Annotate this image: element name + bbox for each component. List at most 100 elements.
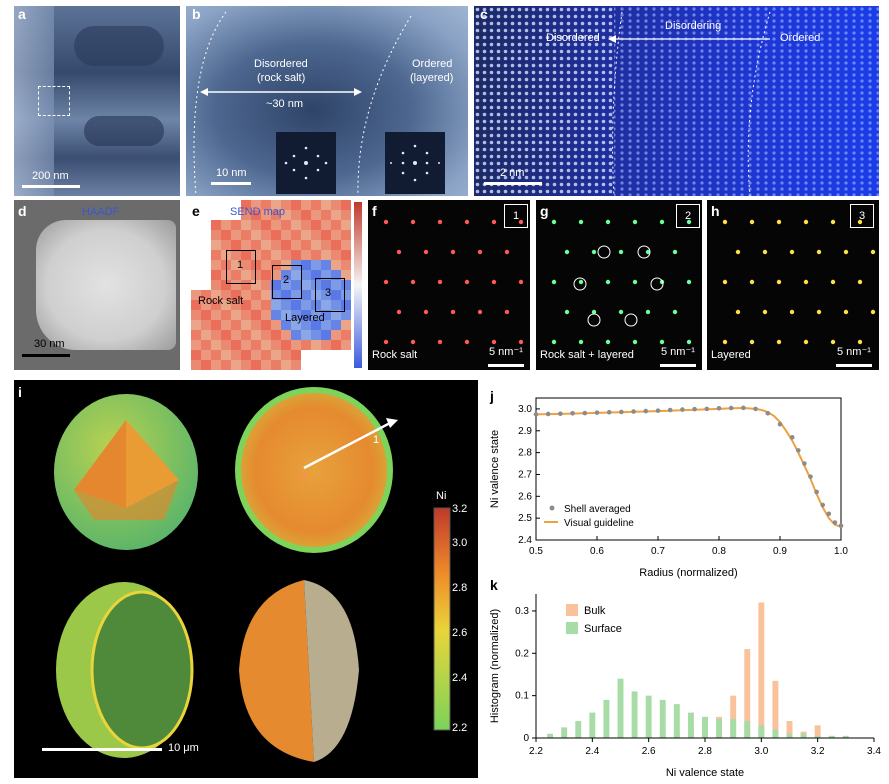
chart-j-point <box>765 410 771 416</box>
chart-j-point <box>814 489 819 495</box>
diffraction-spot <box>749 219 755 225</box>
chart-j-xtick-label: 0.5 <box>529 546 543 557</box>
send-map-cell <box>261 250 271 260</box>
highlight-ring <box>597 245 611 259</box>
diffraction-spot <box>830 219 836 225</box>
send-map-cell <box>281 230 291 240</box>
panel-d-image <box>14 200 180 370</box>
diffraction-spot <box>870 249 876 255</box>
send-map-cell <box>281 310 291 320</box>
send-map-cell <box>231 230 241 240</box>
chart-j-xtick-label: 0.9 <box>773 546 787 557</box>
send-map-cell <box>221 230 231 240</box>
send-map-grid <box>191 200 351 370</box>
highlight-ring <box>650 277 664 291</box>
send-map-cell <box>301 270 311 280</box>
send-map-cell <box>291 290 301 300</box>
send-map-cell <box>271 250 281 260</box>
diffraction-spot <box>518 339 524 345</box>
diffraction-spot <box>383 339 389 345</box>
panel-c-image <box>474 6 879 196</box>
send-map-cell <box>321 310 331 320</box>
send-map-cell <box>311 330 321 340</box>
panel-e-box-1 <box>226 250 256 284</box>
panel-f-spots <box>383 219 524 345</box>
panel-f-caption: Rock salt <box>372 349 418 361</box>
send-map-cell <box>231 340 241 350</box>
send-map-cell <box>281 330 291 340</box>
diffraction-spot <box>762 309 768 315</box>
chart-valence-histogram: 2.2 2.4 2.6 2.8 3.0 3.2 3.4 0 0.1 0.2 0.3 Ni valenc… <box>489 594 881 779</box>
chart-k-surface-bar <box>631 691 638 738</box>
diffraction-spot <box>686 219 692 225</box>
send-map-cell <box>331 280 341 290</box>
send-map-cell <box>341 240 351 250</box>
panel-c-scale-text: 2 nm <box>500 167 525 179</box>
panel-h-caption: Layered <box>711 349 751 361</box>
chart-k-legend-surface: Surface <box>584 623 622 635</box>
send-map-cell <box>251 310 261 320</box>
send-map-cell <box>341 330 351 340</box>
diffraction-spot <box>686 339 692 345</box>
send-map-cell <box>221 340 231 350</box>
send-map-cell <box>311 310 321 320</box>
diffraction-spot <box>450 309 456 315</box>
send-map-cell <box>211 360 221 370</box>
send-map-cell <box>231 360 241 370</box>
chart-k-bulk-bar <box>744 649 751 738</box>
chart-j-ytick-label: 2.6 <box>518 491 532 502</box>
send-map-cell <box>261 220 271 230</box>
send-map-cell <box>211 310 221 320</box>
chart-j-point <box>667 407 673 413</box>
chart-j-ytick-label: 3.0 <box>518 404 532 415</box>
send-map-cell <box>281 240 291 250</box>
send-map-cell <box>211 230 221 240</box>
send-map-cell <box>271 320 281 330</box>
send-map-cell <box>211 340 221 350</box>
chart-j-point <box>606 409 612 415</box>
chart-j-point <box>570 410 575 416</box>
cbar-tick-0: 3.2 <box>452 503 468 515</box>
diffraction-spot <box>396 249 402 255</box>
send-map-cell <box>211 300 221 310</box>
panel-e-box-1-text: 1 <box>237 259 244 271</box>
cbar-tick-2: 2.8 <box>452 582 468 594</box>
send-map-cell <box>261 280 271 290</box>
send-map-cell <box>311 320 321 330</box>
diffraction-spot <box>477 309 483 315</box>
chart-j-point <box>838 523 844 529</box>
panel-c-overlay <box>474 6 879 196</box>
diffraction-spot <box>857 219 863 225</box>
send-map-cell <box>311 290 321 300</box>
panel-i-scalebar <box>42 748 162 751</box>
send-map-cell <box>281 220 291 230</box>
panel-i-particles <box>54 387 451 762</box>
diffraction-spot <box>618 309 624 315</box>
chart-j-point <box>802 461 807 466</box>
chart-j-ytick-label: 2.9 <box>518 426 532 437</box>
panel-a-label: a <box>18 6 26 22</box>
chart-k-surface-bar <box>842 735 849 738</box>
send-map-cell <box>251 320 261 330</box>
panel-e-label: e <box>192 203 200 219</box>
send-map-cell <box>301 340 311 350</box>
diffraction-spot <box>578 219 584 225</box>
panel-e-rocksalt-text: Rock salt <box>198 295 244 307</box>
send-map-cell <box>331 300 341 310</box>
send-map-cell <box>331 310 341 320</box>
panel-f-label: f <box>372 203 377 219</box>
chart-k-surface-bar <box>828 735 835 738</box>
send-map-cell <box>311 250 321 260</box>
chart-j-point <box>789 435 795 440</box>
diffraction-spot <box>735 249 741 255</box>
send-map-cell <box>321 270 331 280</box>
send-map-cell <box>341 250 351 260</box>
diffraction-spot <box>843 249 849 255</box>
chart-j-ylabel: Ni valence state <box>489 430 501 508</box>
panel-f-index: 1 <box>504 204 528 228</box>
send-map-cell <box>271 340 281 350</box>
panel-e-map <box>186 200 364 370</box>
send-map-cell <box>241 280 251 290</box>
chart-k-surface-bar <box>744 721 751 738</box>
send-map-cell <box>301 320 311 330</box>
